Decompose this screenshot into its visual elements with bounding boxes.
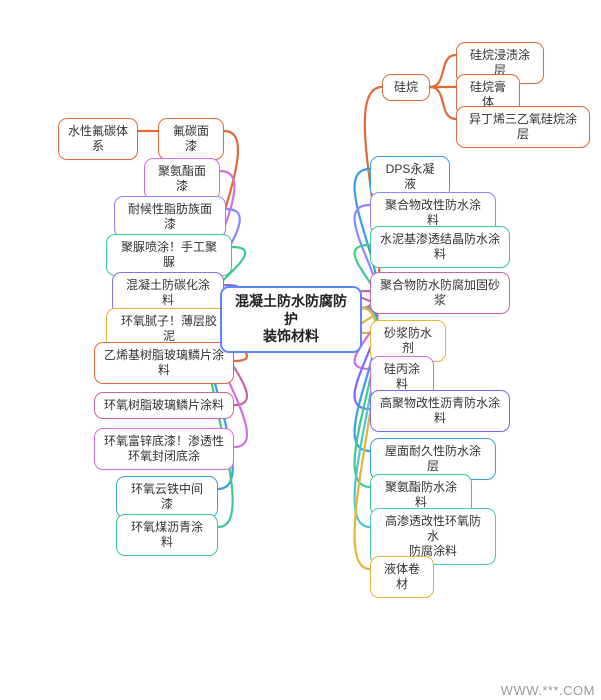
node-r4: 水泥基渗透结晶防水涂料: [370, 226, 510, 268]
node-l7: 乙烯基树脂玻璃鳞片涂料: [94, 342, 234, 384]
node-r5: 聚合物防水防腐加固砂浆: [370, 272, 510, 314]
watermark-text: WWW.***.COM: [501, 683, 595, 698]
node-l1c1: 水性氟碳体系: [58, 118, 138, 160]
node-l10: 环氧云铁中间漆: [116, 476, 218, 518]
node-l11: 环氧煤沥青涂料: [116, 514, 218, 556]
node-r8: 高聚物改性沥青防水涂料: [370, 390, 510, 432]
node-l4: 聚脲喷涂！手工聚脲: [106, 234, 232, 276]
node-l1: 氟碳面漆: [158, 118, 224, 160]
node-l8: 环氧树脂玻璃鳞片涂料: [94, 392, 234, 419]
node-l9: 环氧富锌底漆！渗透性环氧封闭底涂: [94, 428, 234, 470]
mindmap-stage: WWW.***.COM 混凝土防水防腐防护装饰材料 氟碳面漆水性氟碳体系聚氨酯面漆…: [0, 0, 601, 700]
node-l2: 聚氨酯面漆: [144, 158, 220, 200]
node-r1: 硅烷: [382, 74, 430, 101]
node-l3: 耐候性脂肪族面漆: [114, 196, 226, 238]
node-r12: 液体卷材: [370, 556, 434, 598]
node-r1c3: 异丁烯三乙氧硅烷涂层: [456, 106, 590, 148]
node-root: 混凝土防水防腐防护装饰材料: [220, 286, 362, 353]
